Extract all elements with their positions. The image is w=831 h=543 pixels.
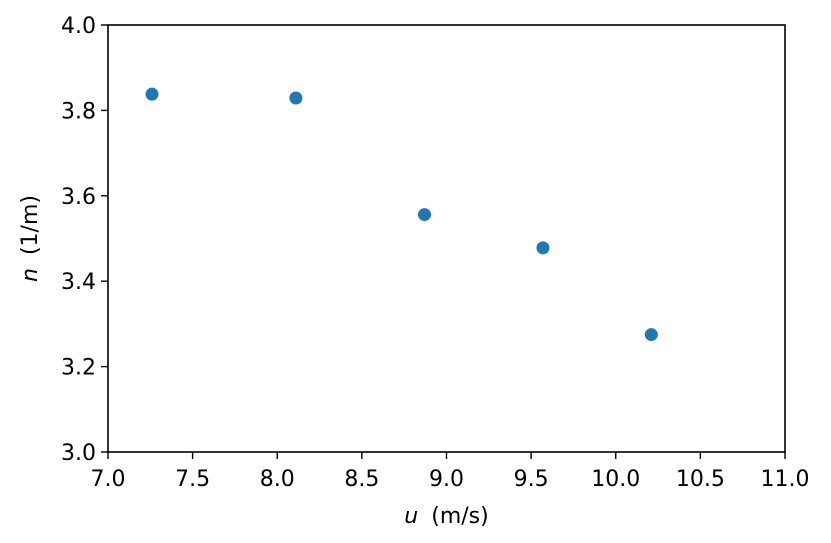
x-tick-label: 7.5: [175, 467, 210, 492]
y-axis-unit: (1/m): [18, 195, 43, 255]
data-point: [417, 208, 431, 222]
y-axis-ticks: 3.0 3.2 3.4 3.6 3.8 4.0: [61, 14, 108, 466]
y-tick-label: 3.0: [61, 441, 96, 466]
x-tick-label: 7.0: [91, 467, 126, 492]
y-tick-label: 3.8: [61, 99, 96, 124]
y-tick-label: 3.2: [61, 356, 96, 381]
y-tick-label: 4.0: [61, 14, 96, 39]
data-point: [644, 328, 658, 342]
x-tick-label: 9.0: [429, 467, 464, 492]
y-tick-label: 3.4: [61, 270, 96, 295]
y-axis-variable: n: [18, 268, 43, 282]
x-tick-label: 10.5: [676, 467, 725, 492]
x-axis-variable: u: [404, 504, 418, 529]
data-point: [289, 91, 303, 105]
data-point: [145, 87, 159, 101]
x-tick-label: 11.0: [761, 467, 810, 492]
x-axis-unit: (m/s): [431, 504, 488, 529]
x-tick-label: 8.5: [344, 467, 379, 492]
x-tick-label: 9.5: [514, 467, 549, 492]
y-tick-label: 3.6: [61, 185, 96, 210]
data-point: [536, 241, 550, 255]
x-tick-label: 10.0: [591, 467, 640, 492]
y-axis-label: n (1/m): [18, 195, 43, 282]
x-axis-label: u (m/s): [404, 504, 488, 529]
x-axis-ticks: 7.0 7.5 8.0 8.5 9.0 9.5 10.0 10.5 11.0: [91, 452, 810, 492]
plot-frame: [107, 24, 786, 453]
x-tick-label: 8.0: [260, 467, 295, 492]
data-points: [145, 87, 658, 342]
